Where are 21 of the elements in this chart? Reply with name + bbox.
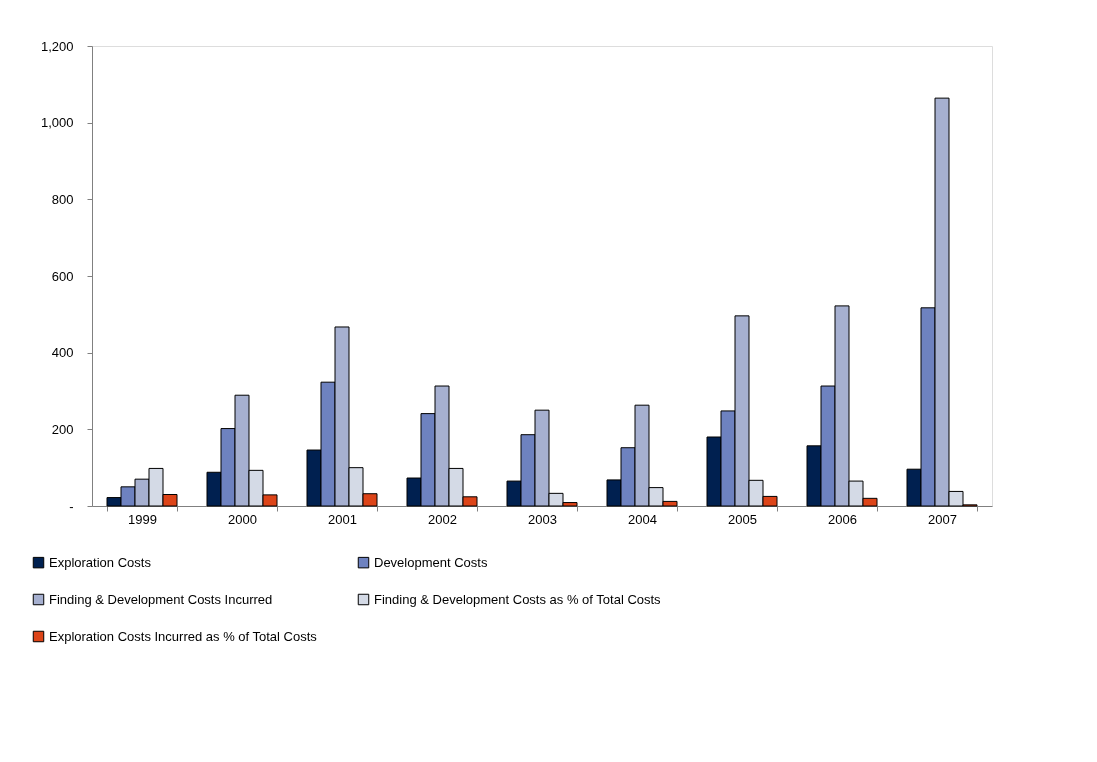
y-tick-label: 200 xyxy=(51,421,74,437)
y-tick-label: - xyxy=(69,498,74,514)
x-tick-label: 2002 xyxy=(428,511,457,527)
y-tick-label: 400 xyxy=(51,345,74,361)
legend-label: Exploration Costs Incurred as % of Total Costs xyxy=(49,628,318,644)
legend-label: Finding & Development Costs as % of Total Costs xyxy=(374,591,662,607)
y-tick-label: 1,000 xyxy=(40,115,74,131)
x-tick-label: 2006 xyxy=(828,511,857,527)
legend-label: Finding & Development Costs Incurred xyxy=(49,591,273,607)
legend-label: Development Costs xyxy=(374,554,488,570)
x-tick-label: 2000 xyxy=(228,511,257,527)
x-tick-label: 2001 xyxy=(328,511,357,527)
x-tick-label: 1999 xyxy=(128,511,157,527)
x-tick-label: 2005 xyxy=(728,511,757,527)
legend-label: Exploration Costs xyxy=(49,554,152,570)
x-tick-label: 2003 xyxy=(528,511,557,527)
x-tick-label: 2007 xyxy=(928,511,957,527)
y-tick-label: 600 xyxy=(51,268,74,284)
x-tick-label: 2004 xyxy=(628,511,657,527)
y-tick-label: 1,200 xyxy=(40,38,74,54)
y-tick-label: 800 xyxy=(51,191,74,207)
